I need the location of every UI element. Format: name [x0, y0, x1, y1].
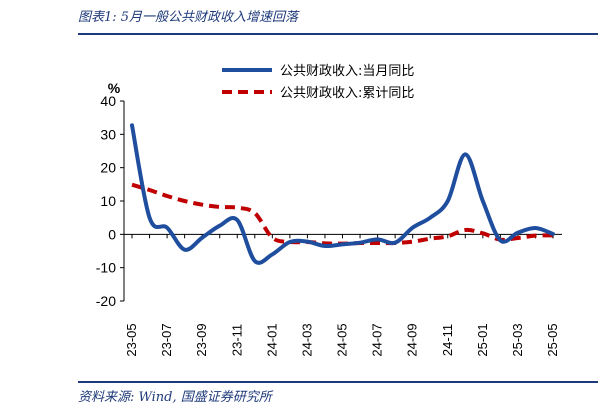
y-tick-label: 40 [100, 93, 116, 109]
x-tick-label: 23-09 [194, 323, 209, 356]
series-monthly-yoy-line [130, 123, 555, 265]
x-tick-label: 23-11 [229, 324, 244, 356]
legend-label: 公共财政收入:当月同比 [280, 64, 414, 79]
x-tick-label: 24-03 [299, 323, 314, 356]
x-tick-label: 25-01 [475, 323, 490, 356]
x-tick-label: 24-07 [370, 323, 385, 356]
legend-entry-cumulative-yoy: 公共财政收入:累计同比 [222, 86, 414, 101]
y-tick-label: 20 [100, 160, 116, 176]
legend-label: 公共财政收入:累计同比 [280, 86, 414, 101]
top-rule [78, 33, 598, 35]
y-tick-label: -20 [96, 293, 116, 309]
x-tick-label: 25-03 [510, 323, 525, 356]
legend-entry-monthly-yoy: 公共财政收入:当月同比 [222, 64, 414, 79]
x-tick-label: 23-05 [124, 323, 139, 356]
x-tick-label: 24-11 [440, 324, 455, 356]
x-tick-label: 24-01 [264, 323, 279, 356]
x-tick-label: 23-07 [159, 323, 174, 356]
y-tick-label: 0 [108, 226, 116, 242]
source-note: 资料来源: Wind, 国盛证券研究所 [78, 390, 272, 405]
x-tick-label: 24-09 [405, 323, 420, 356]
y-tick-label: 30 [100, 126, 116, 142]
y-tick-label: -10 [96, 260, 116, 276]
y-tick-label: 10 [100, 193, 116, 209]
chart-series [130, 123, 555, 265]
x-tick-label: 25-05 [545, 323, 560, 356]
chart-axes: -20 -10 0 10 20 30 40% 23-05 23-07 23-09 23-11 24-0… [96, 80, 562, 357]
bottom-rule [78, 381, 598, 383]
x-tick-label: 24-05 [335, 323, 350, 356]
chart-title: 图表1: 5月一般公共财政收入增速回落 [78, 10, 299, 25]
y-axis-unit-label: % [108, 80, 121, 96]
